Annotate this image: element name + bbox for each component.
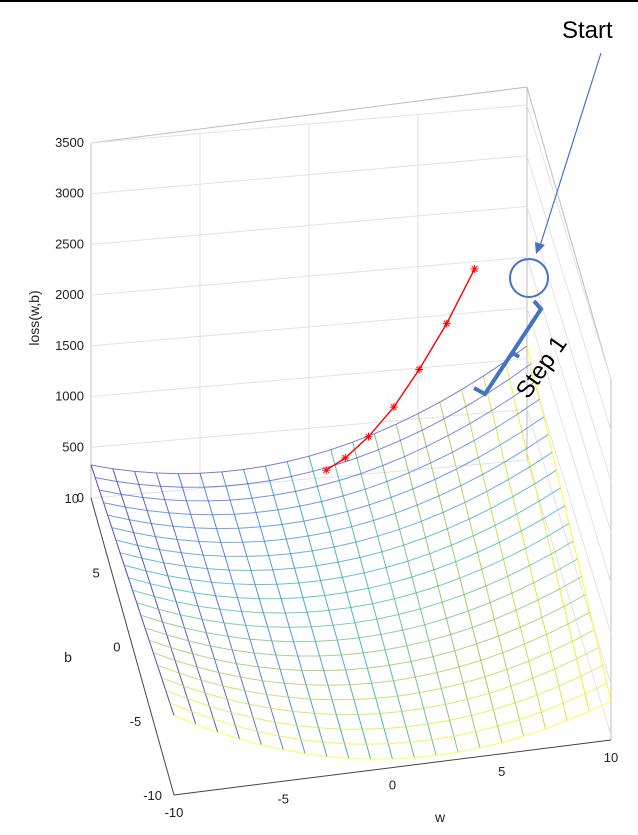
descent-path-marker bbox=[322, 466, 331, 475]
surface-mesh-line-b bbox=[173, 700, 612, 760]
surface-mesh-line-b bbox=[161, 647, 599, 715]
surface-mesh-line-b bbox=[136, 540, 574, 628]
b-tick-label: -5 bbox=[130, 714, 142, 729]
surface-mesh-line-b bbox=[107, 416, 545, 530]
w-axis-line bbox=[173, 739, 612, 796]
b-tick-label: 5 bbox=[93, 565, 100, 580]
surface-mesh-line-b bbox=[95, 363, 532, 488]
back-wall-top-edge bbox=[90, 86, 528, 144]
surface-mesh-line-b bbox=[132, 522, 570, 614]
b-axis-label: b bbox=[64, 649, 72, 665]
w-tick-label: 10 bbox=[604, 750, 618, 765]
w-tick-label: 0 bbox=[389, 778, 396, 793]
loss-surface bbox=[90, 345, 612, 760]
z-gridline-right bbox=[526, 409, 612, 685]
start-arrow-shaft bbox=[539, 52, 602, 247]
z-gridline-right bbox=[526, 307, 612, 584]
w-tick-label: -5 bbox=[277, 791, 289, 806]
surface-mesh-line-b bbox=[128, 505, 566, 600]
z-tick-label: 3000 bbox=[55, 186, 84, 201]
b-axis-line bbox=[90, 497, 175, 796]
z-gridline-right bbox=[526, 155, 612, 431]
surface-mesh-line-b bbox=[99, 380, 536, 502]
marker-stroke bbox=[365, 433, 372, 440]
surface-mesh-line-b bbox=[165, 664, 603, 730]
surface-mesh-line-b bbox=[90, 345, 528, 475]
right-wall-top-edge bbox=[526, 86, 612, 381]
z-tick-labels: 0 500 1000 1500 2000 2500 3000 3500 bbox=[55, 135, 84, 505]
back-wall-gridlines bbox=[199, 114, 419, 489]
surface-mesh-line-b bbox=[148, 593, 587, 672]
surface-mesh-line-b bbox=[119, 469, 557, 572]
descent-path-marker bbox=[389, 403, 398, 412]
step-bracket bbox=[473, 299, 544, 397]
surface-mesh-line-b bbox=[144, 576, 582, 657]
b-tick-labels: -10 -5 0 5 10 bbox=[65, 491, 162, 803]
marker-stroke bbox=[323, 467, 330, 474]
z-gridline-right bbox=[526, 104, 612, 381]
w-tick-labels: -10 -5 0 5 10 bbox=[165, 750, 619, 820]
z-tick-label: 0 bbox=[77, 490, 84, 505]
z-tick-label: 1000 bbox=[55, 389, 84, 404]
b-tick-label: -10 bbox=[143, 788, 162, 803]
descent-path-marker bbox=[442, 319, 451, 328]
w-tick-label: -10 bbox=[165, 805, 184, 820]
start-arrow-head bbox=[535, 242, 545, 254]
z-tick-label: 2500 bbox=[55, 236, 84, 251]
descent-path-marker bbox=[364, 432, 373, 441]
surface-mesh-line-b bbox=[153, 611, 591, 686]
back-walls bbox=[90, 86, 612, 740]
z-tick-label: 1500 bbox=[55, 338, 84, 353]
surface-mesh-line-b bbox=[115, 451, 553, 557]
z-axis-label: loss(w,b) bbox=[26, 290, 42, 345]
surface-mesh-line-b bbox=[103, 398, 540, 516]
marker-stroke bbox=[342, 454, 349, 462]
start-circle bbox=[509, 258, 549, 298]
descent-path-marker bbox=[470, 264, 479, 273]
marker-stroke bbox=[443, 320, 450, 327]
z-gridline-right bbox=[526, 206, 612, 482]
z-gridline-right bbox=[526, 459, 612, 736]
marker-stroke bbox=[471, 265, 478, 273]
marker-stroke bbox=[390, 403, 397, 411]
w-tick-label: 5 bbox=[498, 764, 505, 779]
descent-path bbox=[322, 264, 479, 475]
surface-mesh-line-b bbox=[140, 558, 578, 643]
z-tick-label: 3500 bbox=[55, 135, 84, 150]
z-tick-label: 2000 bbox=[55, 287, 84, 302]
surface-mesh-line-b bbox=[157, 629, 595, 701]
descent-path-marker bbox=[341, 453, 350, 462]
surface-mesh-line-b bbox=[111, 434, 549, 543]
surface-mesh-line-b bbox=[169, 682, 608, 745]
z-gridline-right bbox=[526, 256, 612, 533]
w-axis-label: w bbox=[434, 809, 446, 825]
b-tick-label: 10 bbox=[65, 491, 79, 506]
b-tick-label: 0 bbox=[113, 640, 120, 655]
surface-mesh-line-b bbox=[124, 487, 561, 586]
start-label: Start bbox=[562, 17, 613, 44]
descent-path-marker bbox=[415, 365, 424, 374]
marker-stroke bbox=[416, 366, 423, 373]
z-tick-label: 500 bbox=[62, 439, 84, 454]
floor-axes bbox=[90, 497, 612, 796]
